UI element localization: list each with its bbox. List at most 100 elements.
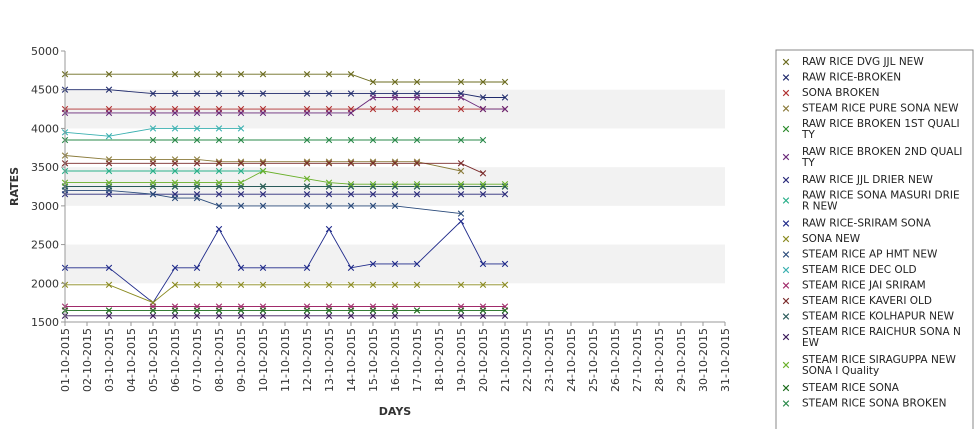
data-point <box>303 307 311 314</box>
legend-item: STEAM RICE PURE SONA NEW <box>782 103 959 115</box>
data-point <box>149 312 157 319</box>
legend-label: STEAM RICE KOLHAPUR NEW <box>802 311 955 323</box>
data-point <box>413 136 421 144</box>
x-tick-label: 15-10-2015 <box>367 328 380 392</box>
legend: RAW RICE DVG JJL NEW RAW RICE-BROKEN SONA … <box>775 49 974 429</box>
data-point <box>369 202 377 210</box>
data-point <box>347 90 355 97</box>
legend-item: STEAM RICE RAICHUR SONA NEW <box>782 326 961 349</box>
data-point <box>347 183 355 190</box>
data-point <box>369 136 377 144</box>
data-point <box>479 281 487 289</box>
data-point <box>303 90 311 97</box>
data-point <box>457 281 465 289</box>
series-line-10 <box>65 189 462 215</box>
y-axis-title: RATES <box>8 167 21 206</box>
data-point <box>303 158 311 165</box>
legend-marker <box>782 74 790 81</box>
data-point <box>369 260 377 268</box>
data-point <box>171 281 179 289</box>
data-point <box>171 312 179 319</box>
series-line-0 <box>65 73 505 83</box>
data-point <box>105 264 113 271</box>
legend-item: RAW RICE-BROKEN <box>782 72 901 84</box>
data-point <box>325 158 333 165</box>
legend-label: STEAM RICE AP HMT NEW <box>802 249 938 261</box>
data-point <box>237 179 245 186</box>
legend-item: STEAM RICE SONA <box>782 382 900 394</box>
data-point <box>325 225 333 233</box>
legend-label: STEAM RICE SONA <box>802 382 900 394</box>
y-tick-label: 5000 <box>31 45 59 58</box>
x-tick-label: 10-10-2015 <box>257 328 270 392</box>
legend-marker <box>782 251 790 258</box>
data-point <box>215 158 223 165</box>
legend-label: SONA BROKEN <box>802 87 879 99</box>
legend-label: RAW RICE-SRIRAM SONA <box>802 218 932 230</box>
data-point <box>369 191 377 198</box>
legend-label: TY <box>801 129 815 141</box>
legend-item: RAW RICE DVG JJL NEW <box>782 56 924 68</box>
x-axis-title: DAYS <box>379 405 412 418</box>
data-point <box>105 307 113 314</box>
data-point <box>457 307 465 314</box>
data-point <box>479 136 487 144</box>
data-point <box>303 264 311 271</box>
data-point <box>259 183 267 190</box>
data-point <box>193 264 201 271</box>
data-point <box>413 191 421 198</box>
data-point <box>215 109 223 117</box>
data-point <box>391 281 399 289</box>
x-tick-label: 22-10-2015 <box>521 328 534 392</box>
legend-item: STEAM RICE SONA BROKEN <box>782 398 946 410</box>
x-tick-label: 12-10-2015 <box>301 328 314 392</box>
data-point <box>215 179 223 186</box>
data-point <box>391 183 399 190</box>
series-line-11 <box>64 127 241 137</box>
data-point <box>347 307 355 314</box>
data-point <box>325 307 333 314</box>
legend-marker <box>782 220 790 227</box>
y-tick-label: 1500 <box>31 316 59 329</box>
data-point <box>215 225 223 233</box>
data-point <box>259 202 267 210</box>
data-point <box>479 94 487 101</box>
data-point <box>413 307 421 314</box>
data-point <box>413 260 421 268</box>
legend-marker <box>782 235 790 243</box>
data-point <box>237 158 245 165</box>
data-point <box>149 136 157 144</box>
data-point <box>347 312 355 319</box>
x-tick-label: 24-10-2015 <box>565 328 578 392</box>
data-point <box>501 307 509 314</box>
data-point <box>193 90 201 97</box>
data-point <box>479 180 487 188</box>
data-point <box>171 179 179 186</box>
legend-label: STEAM RICE PURE SONA NEW <box>802 103 959 115</box>
data-point <box>237 109 245 117</box>
legend-item: STEAM RICE KOLHAPUR NEW <box>782 311 955 323</box>
data-point <box>347 136 355 144</box>
data-point <box>171 167 179 175</box>
series-markers <box>61 71 509 319</box>
legend-label: RAW RICE JJL DRIER NEW <box>802 174 934 186</box>
legend-marker <box>782 297 790 305</box>
data-point <box>171 264 179 271</box>
data-point <box>347 191 355 198</box>
x-tick-label: 08-10-2015 <box>213 328 226 392</box>
legend-item: RAW RICE SONA MASURI DRIER NEW <box>782 190 960 213</box>
data-point <box>259 109 267 117</box>
data-point <box>193 71 201 78</box>
x-tick-label: 11-10-2015 <box>279 328 292 392</box>
data-point <box>259 312 267 319</box>
data-point <box>457 183 465 190</box>
data-point <box>413 158 421 165</box>
x-tick-label: 06-10-2015 <box>169 328 182 392</box>
data-point <box>149 109 157 117</box>
data-point <box>171 160 179 167</box>
data-point <box>347 264 355 271</box>
data-point <box>479 78 487 86</box>
